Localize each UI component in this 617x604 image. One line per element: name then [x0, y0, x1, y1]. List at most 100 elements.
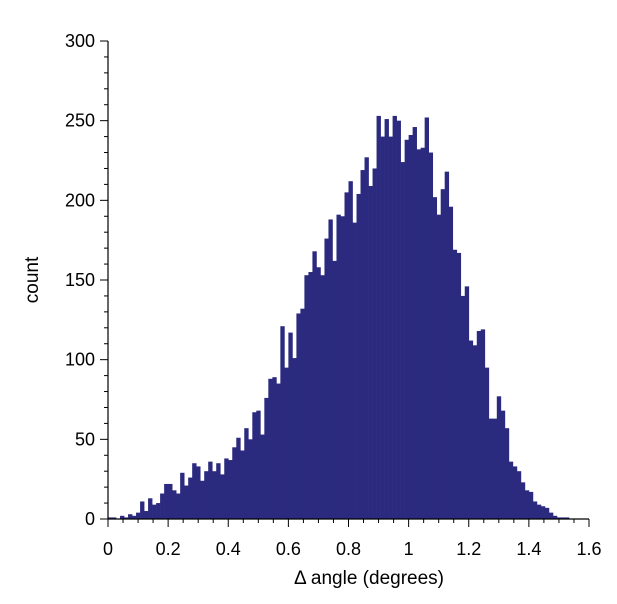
bars-group: [108, 115, 570, 520]
histogram-bar: [160, 493, 165, 519]
x-axis: 0 0.2 0.4 0.6 0.8 1 1.2 1.4 1.6: [103, 518, 602, 559]
histogram-bar: [180, 472, 185, 519]
histogram-bar: [460, 295, 466, 519]
histogram-bar: [224, 458, 229, 519]
histogram-bar: [268, 378, 273, 519]
histogram-bar: [336, 214, 341, 520]
histogram-bar: [124, 517, 129, 519]
histogram-bar: [368, 185, 373, 520]
histogram-bar: [496, 396, 502, 519]
histogram-bar: [552, 515, 558, 519]
histogram-bar: [296, 313, 301, 519]
histogram-bar: [488, 418, 494, 519]
histogram-bar: [500, 410, 506, 519]
histogram-bar: [256, 410, 261, 519]
histogram-bar: [524, 490, 530, 519]
histogram-bar: [560, 517, 566, 519]
histogram-bar: [396, 120, 401, 520]
histogram-bar: [136, 512, 141, 519]
histogram-bar: [492, 418, 498, 519]
histogram-bar: [300, 308, 305, 519]
histogram-bar: [252, 412, 257, 519]
histogram-bar: [556, 517, 562, 519]
histogram-bar: [508, 461, 514, 519]
histogram-bar: [408, 135, 413, 519]
histogram-bar: [280, 326, 285, 519]
histogram-bar: [200, 480, 205, 519]
histogram-bar: [444, 171, 450, 519]
y-tick-label: 150: [65, 270, 95, 290]
histogram-bar: [504, 428, 510, 519]
x-tick-label: 1: [404, 539, 414, 559]
histogram-bar: [528, 491, 534, 519]
histogram-bar: [564, 517, 570, 519]
x-tick-label: 1.6: [576, 539, 601, 559]
y-tick-label: 200: [65, 190, 95, 210]
histogram-bar: [288, 332, 293, 519]
histogram-bar: [132, 515, 137, 519]
histogram-bar: [436, 214, 442, 520]
histogram-bar: [324, 238, 329, 519]
histogram-bar: [128, 514, 133, 519]
histogram-bar: [404, 139, 409, 520]
x-tick-label: 0.8: [336, 539, 361, 559]
histogram-bar: [388, 136, 393, 519]
histogram-bar: [316, 267, 321, 519]
histogram-bar: [292, 358, 297, 519]
histogram-bar: [108, 517, 113, 519]
histogram-bar: [536, 504, 542, 519]
histogram-bar: [320, 275, 325, 519]
histogram-bar: [376, 115, 381, 519]
histogram-bar: [264, 397, 269, 519]
histogram-bar: [400, 162, 405, 519]
histogram-bar: [416, 149, 421, 519]
histogram-bar: [312, 251, 317, 519]
y-axis-title: count: [22, 256, 43, 303]
histogram-bar: [540, 506, 546, 519]
histogram-bar: [452, 249, 458, 520]
histogram-bar: [532, 501, 538, 519]
histogram-bar: [272, 377, 277, 519]
x-tick-label: 1.2: [456, 539, 481, 559]
histogram-bar: [412, 127, 417, 519]
histogram-bar: [260, 434, 265, 519]
histogram-bar: [512, 466, 518, 519]
histogram-bar: [204, 471, 209, 519]
histogram-bar: [140, 501, 145, 519]
histogram-bar: [112, 517, 117, 519]
y-tick-label: 250: [65, 111, 95, 131]
histogram-bar: [276, 383, 281, 519]
histogram-bar: [340, 216, 345, 519]
histogram-bar: [432, 197, 438, 519]
histogram-bar: [476, 330, 482, 519]
histogram-bar: [120, 515, 125, 519]
histogram-bar: [392, 115, 397, 519]
histogram-bar: [472, 345, 478, 519]
histogram-bar: [360, 170, 365, 519]
histogram-bar: [520, 482, 526, 519]
histogram-bar: [420, 147, 425, 519]
histogram-bar: [424, 117, 429, 519]
histogram-bar: [168, 483, 173, 519]
histogram-bar: [192, 463, 197, 519]
histogram-bar: [544, 507, 550, 519]
histogram-bar: [380, 136, 385, 519]
histogram-bar: [440, 189, 446, 519]
histogram-bar: [240, 450, 245, 519]
histogram-bar: [352, 222, 357, 519]
histogram-bar: [484, 367, 490, 519]
y-tick-label: 50: [75, 429, 95, 449]
histogram-bar: [196, 466, 201, 519]
histogram-bar: [308, 272, 313, 519]
histogram-bar: [220, 474, 225, 519]
histogram-bar: [208, 461, 213, 519]
histogram-bar: [176, 493, 181, 519]
histogram-bar: [516, 471, 522, 519]
histogram-bar: [212, 471, 217, 519]
histogram-bar: [228, 460, 233, 519]
histogram-bar: [372, 168, 377, 519]
histogram-bar: [156, 503, 161, 519]
x-tick-label: 1.4: [516, 539, 541, 559]
